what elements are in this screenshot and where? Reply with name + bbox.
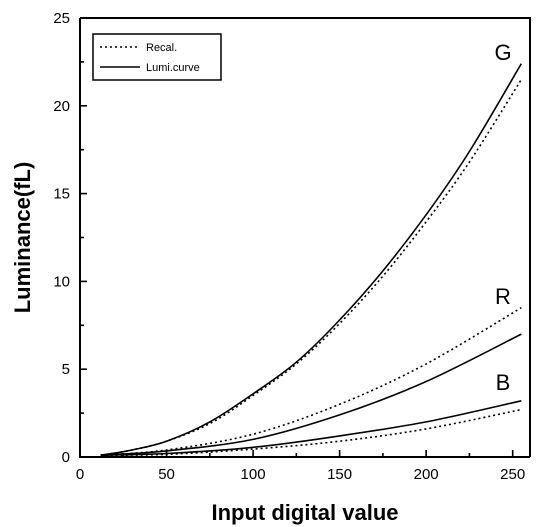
y-tick-label: 0 (62, 449, 70, 466)
x-tick-label: 250 (500, 466, 525, 483)
y-axis-title: Luminance(fL) (10, 162, 35, 314)
series-r-solid-line (100, 333, 522, 456)
y-tick-label: 5 (62, 361, 70, 378)
x-tick-label: 150 (327, 466, 352, 483)
legend-label: Lumi.curve (146, 62, 200, 74)
series-r-tag: R (495, 284, 511, 309)
x-tick-label: 200 (414, 466, 439, 483)
series-b-tag: B (496, 370, 511, 395)
series-g-tag: G (494, 40, 511, 65)
x-axis-title: Input digital value (211, 500, 398, 525)
y-tick-label: 15 (53, 186, 70, 203)
x-tick-label: 100 (241, 466, 266, 483)
plot-border (80, 17, 531, 457)
series-g-solid-line (100, 63, 522, 456)
legend-label: Recal. (146, 42, 177, 54)
axis-lines (79, 18, 530, 458)
series-r-dotted-line (100, 307, 522, 456)
legend-box (92, 33, 222, 81)
x-tick-label: 50 (158, 466, 175, 483)
series-g-dotted-line (100, 79, 522, 456)
x-tick-label: 0 (76, 466, 84, 483)
series-b-solid-line (100, 400, 522, 456)
y-tick-label: 20 (53, 98, 70, 115)
series-b-dotted-line (100, 408, 522, 456)
y-tick-label: 10 (53, 273, 70, 290)
y-tick-label: 25 (53, 10, 70, 27)
